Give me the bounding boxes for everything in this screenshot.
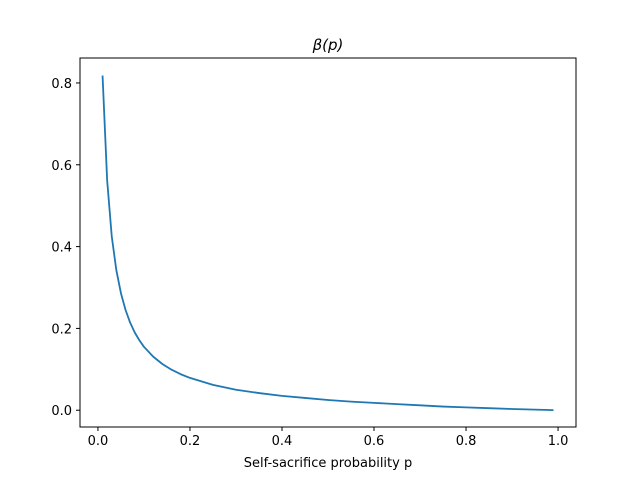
y-tick-label: 0.2 <box>51 322 72 337</box>
tick-layer: 0.0 0.2 0.4 0.6 0.8 1.0 0.0 0.2 0.4 0.6 0.8 <box>51 77 568 449</box>
y-tick-label: 0.8 <box>51 77 72 92</box>
x-tick-label: 0.0 <box>88 434 109 449</box>
x-tick-label: 0.8 <box>456 434 477 449</box>
plot-area <box>80 58 576 427</box>
y-tick-label: 0.4 <box>51 241 72 256</box>
x-tick-label: 0.2 <box>180 434 201 449</box>
x-axis-label: Self-sacrifice probability p <box>244 456 412 471</box>
chart-title: β(p) <box>312 36 344 54</box>
y-tick-label: 0.0 <box>51 404 72 419</box>
plot-frame <box>79 57 577 428</box>
y-tick-label: 0.6 <box>51 159 72 174</box>
x-tick-label: 0.4 <box>272 434 293 449</box>
series-line-0 <box>101 75 554 411</box>
series-layer <box>101 75 554 411</box>
x-tick-label: 0.6 <box>364 434 385 449</box>
x-tick-label: 1.0 <box>548 434 569 449</box>
